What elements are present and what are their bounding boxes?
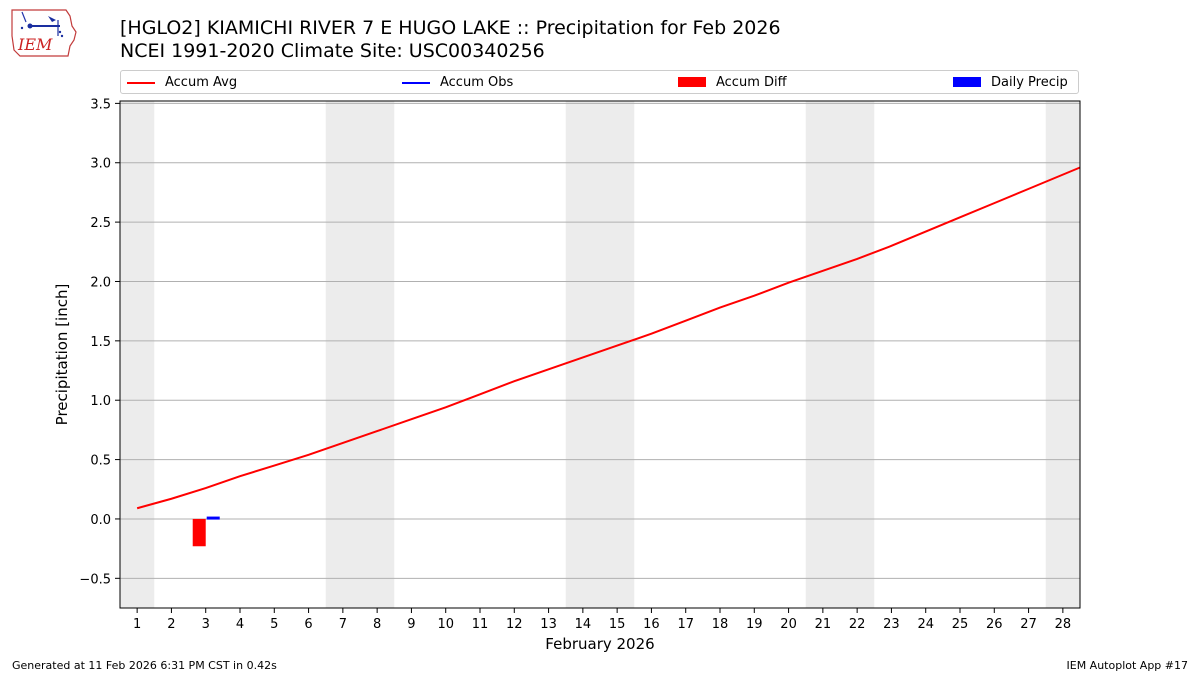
x-tick-label: 15: [609, 617, 626, 632]
x-tick-label: 24: [917, 617, 934, 632]
y-tick-label: 0.0: [90, 513, 111, 528]
y-tick-label: 3.0: [90, 157, 111, 172]
weekend-band: [120, 101, 155, 608]
y-tick-label: 3.5: [90, 97, 111, 112]
series-lines: [136, 166, 1081, 510]
grid-lines: [120, 102, 1080, 579]
x-tick-label: 16: [643, 617, 660, 632]
weekend-band: [805, 101, 875, 608]
x-tick-label: 6: [304, 617, 312, 632]
daily-precip-bar: [206, 516, 220, 520]
x-tick-label: 4: [236, 617, 244, 632]
bars: [192, 516, 220, 547]
legend-label: Accum Diff: [716, 75, 787, 90]
x-tick-label: 14: [575, 617, 592, 632]
x-tick-label: 5: [270, 617, 278, 632]
legend-swatch: [678, 77, 706, 87]
x-tick-label: 3: [202, 617, 210, 632]
x-tick-label: 17: [677, 617, 694, 632]
x-tick-label: 7: [339, 617, 347, 632]
x-tick-label: 12: [506, 617, 523, 632]
x-tick-label: 28: [1055, 617, 1072, 632]
weekend-band: [325, 101, 395, 608]
plot-frame: [119, 100, 1081, 609]
y-axis-label: Precipitation [inch]: [53, 284, 71, 426]
x-tick-label: 11: [472, 617, 489, 632]
chart-subtitle: NCEI 1991-2020 Climate Site: USC00340256: [120, 40, 545, 62]
chart-legend: Accum Avg Accum Obs Accum Diff Daily Pre…: [120, 70, 1079, 94]
legend-swatch: [127, 82, 155, 84]
y-tick-label: 2.5: [90, 216, 111, 231]
legend-label: Daily Precip: [991, 75, 1068, 90]
y-tick-label: −0.5: [79, 572, 111, 587]
x-axis-ticks: 1 2 3 4 5 6 7 8 9 10 11 12 13 14 15 16 17 18 19 20 21 22 23 24 2…: [133, 608, 1071, 632]
x-tick-label: 22: [849, 617, 866, 632]
x-tick-label: 19: [746, 617, 763, 632]
x-tick-label: 25: [952, 617, 969, 632]
y-tick-label: 0.5: [90, 454, 111, 469]
y-tick-label: 2.0: [90, 275, 111, 290]
weekend-band: [565, 101, 635, 608]
weekend-shading: [120, 101, 1080, 608]
x-tick-label: 26: [986, 617, 1003, 632]
x-tick-label: 20: [780, 617, 797, 632]
x-tick-label: 9: [407, 617, 415, 632]
x-tick-label: 23: [883, 617, 900, 632]
y-axis-ticks: −0.5 0.0 0.5 1.0 1.5 2.0 2.5 3.0 3.5: [79, 97, 120, 587]
footer-generated-text: Generated at 11 Feb 2026 6:31 PM CST in …: [12, 659, 277, 672]
x-tick-label: 13: [540, 617, 557, 632]
legend-swatch: [402, 82, 430, 84]
x-tick-label: 1: [133, 617, 141, 632]
x-tick-label: 27: [1020, 617, 1037, 632]
footer-app-text: IEM Autoplot App #17: [1066, 659, 1189, 672]
weekend-band: [1045, 101, 1080, 608]
y-tick-label: 1.0: [90, 394, 111, 409]
x-tick-label: 2: [167, 617, 175, 632]
accum-avg-line: [136, 166, 1081, 510]
x-tick-label: 18: [712, 617, 729, 632]
logo-text: IEM: [17, 35, 53, 54]
accum-diff-bar: [192, 518, 206, 547]
x-tick-label: 10: [437, 617, 454, 632]
x-axis-label: February 2026: [545, 635, 654, 653]
legend-label: Accum Avg: [165, 75, 238, 90]
iem-logo-icon: IEM: [11, 9, 77, 57]
legend-swatch: [953, 77, 981, 87]
chart-title: [HGLO2] KIAMICHI RIVER 7 E HUGO LAKE :: …: [120, 17, 781, 39]
y-tick-label: 1.5: [90, 335, 111, 350]
x-tick-label: 21: [815, 617, 832, 632]
legend-label: Accum Obs: [440, 75, 514, 90]
x-tick-label: 8: [373, 617, 381, 632]
